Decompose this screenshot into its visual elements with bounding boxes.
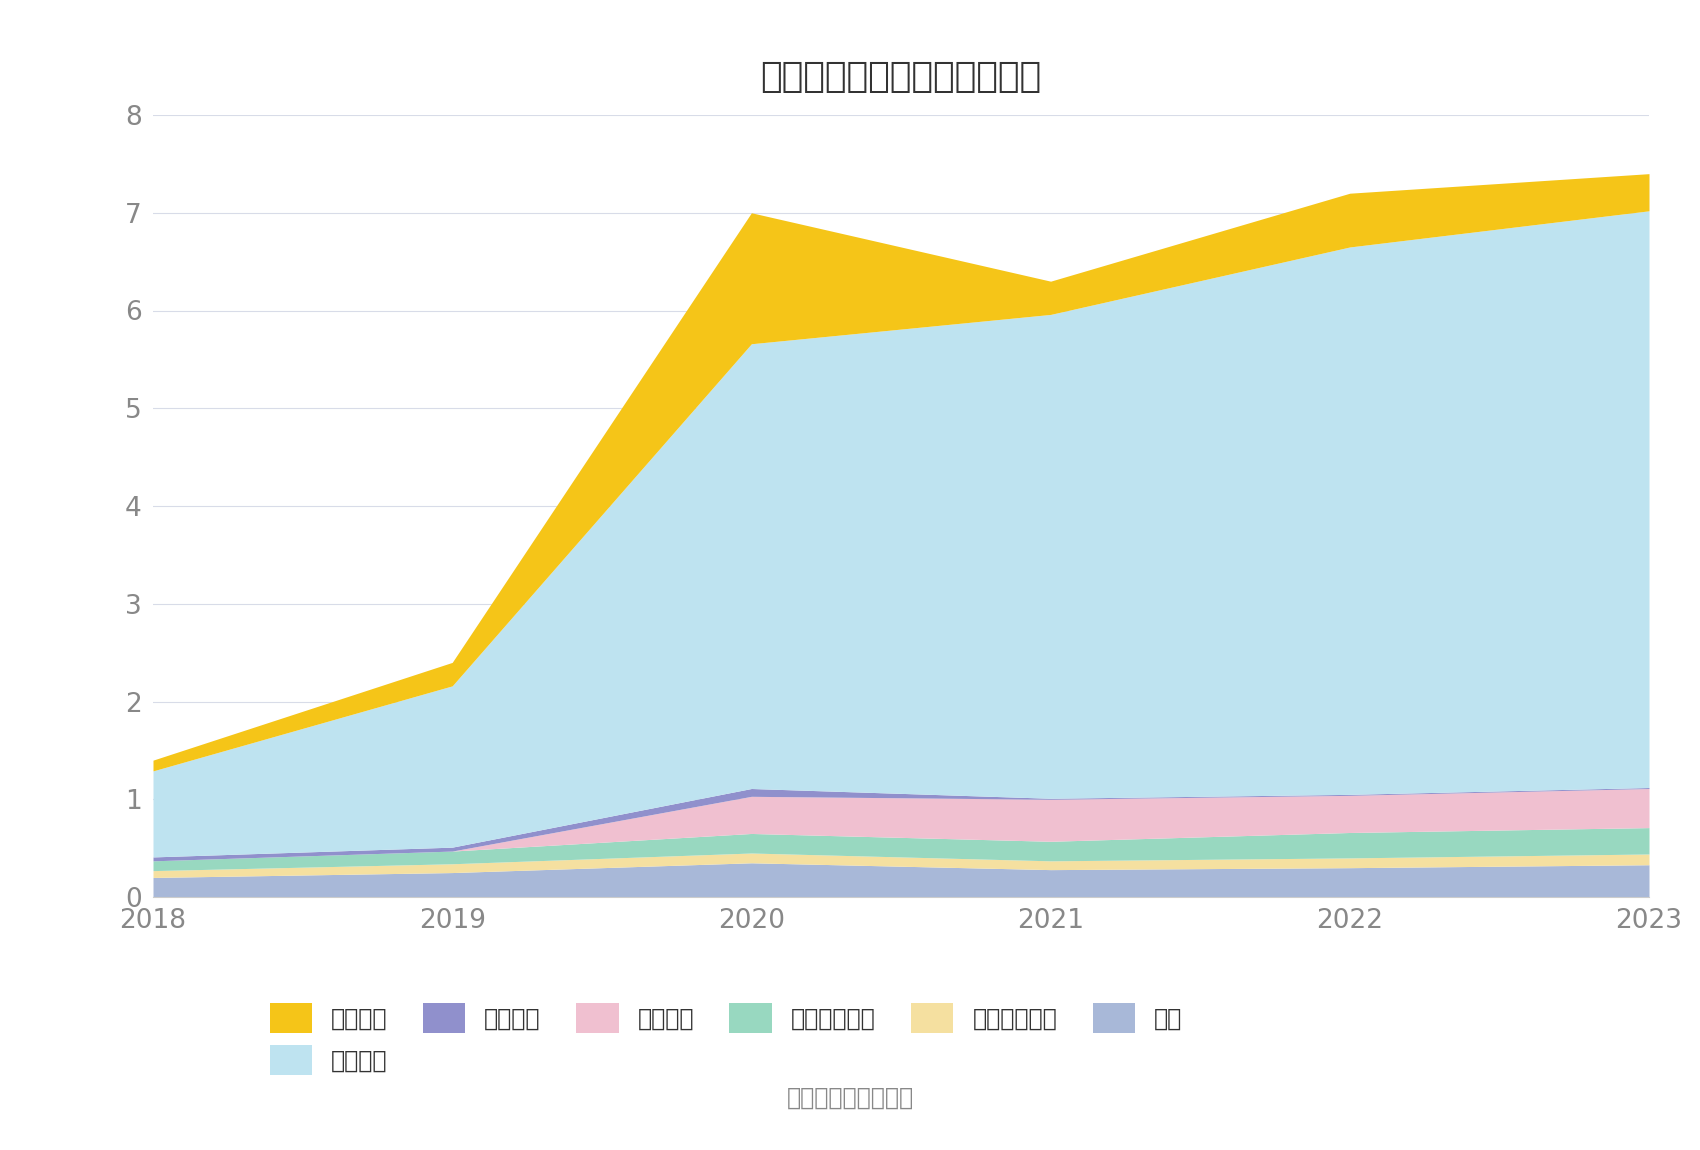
Text: 数据来源：恒生聚源: 数据来源：恒生聚源 bbox=[787, 1086, 913, 1110]
Legend: 应付票据, 应付账款, 预收款项, 合同负债, 应付职工薪酬, 长期递延收益, 其它: 应付票据, 应付账款, 预收款项, 合同负债, 应付职工薪酬, 长期递延收益, … bbox=[270, 1003, 1181, 1075]
Title: 历年主要负债堆积图（亿元）: 历年主要负债堆积图（亿元） bbox=[760, 60, 1042, 94]
